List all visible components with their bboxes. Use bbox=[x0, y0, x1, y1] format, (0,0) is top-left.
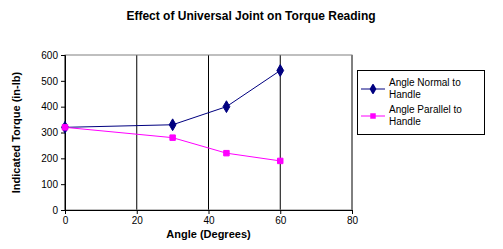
y-tick: 600 bbox=[41, 50, 65, 61]
grid-line bbox=[280, 55, 281, 210]
y-axis-title: Indicated Torque (in-lb) bbox=[10, 71, 22, 193]
x-tick-mark bbox=[209, 210, 210, 214]
y-tick-label: 600 bbox=[41, 50, 58, 61]
y-tick-mark bbox=[61, 55, 65, 56]
y-tick-label: 300 bbox=[41, 127, 58, 138]
legend-entry: Angle Normal to Handle bbox=[360, 77, 482, 101]
plot-area bbox=[65, 55, 352, 210]
y-tick-label: 100 bbox=[41, 179, 58, 190]
grid bbox=[65, 55, 352, 210]
grid-line bbox=[208, 55, 209, 210]
x-tick: 60 bbox=[275, 210, 287, 226]
legend-key bbox=[360, 111, 386, 121]
x-tick: 80 bbox=[347, 210, 359, 226]
x-tick-label: 20 bbox=[132, 215, 144, 226]
point bbox=[62, 125, 67, 130]
point bbox=[223, 101, 230, 113]
point bbox=[170, 135, 175, 140]
x-tick-label: 60 bbox=[275, 215, 287, 226]
point bbox=[224, 150, 229, 155]
grid-line bbox=[136, 55, 137, 210]
y-tick-mark bbox=[61, 158, 65, 159]
point bbox=[169, 119, 176, 131]
legend: Angle Normal to Handle Angle Parallel to … bbox=[357, 70, 485, 135]
point bbox=[277, 65, 284, 77]
y-tick: 400 bbox=[41, 101, 65, 112]
title: Effect of Universal Joint on Torque Read… bbox=[126, 9, 375, 23]
point bbox=[278, 158, 283, 163]
y-tick: 300 bbox=[41, 127, 65, 138]
legend-marker bbox=[370, 113, 375, 118]
plot-marks bbox=[62, 65, 284, 164]
x-tick: 20 bbox=[132, 210, 144, 226]
y-tick: 500 bbox=[41, 76, 65, 87]
x-tick-mark bbox=[137, 210, 138, 214]
x-tick: 0 bbox=[63, 210, 69, 226]
y-tick: 0 bbox=[52, 205, 65, 216]
x-tick-label: 40 bbox=[203, 215, 215, 226]
y-tick: 200 bbox=[41, 153, 65, 164]
x-tick-label: 80 bbox=[347, 215, 359, 226]
series-line bbox=[65, 127, 280, 161]
y-tick-mark bbox=[61, 81, 65, 82]
y-tick-mark bbox=[61, 184, 65, 185]
plot-frame bbox=[65, 55, 352, 210]
y-tick-label: 500 bbox=[41, 76, 58, 87]
x-tick-label: 0 bbox=[63, 215, 69, 226]
x-tick-mark bbox=[280, 210, 281, 214]
x-axis-line bbox=[66, 211, 353, 215]
y-tick-label: 0 bbox=[52, 205, 58, 216]
legend-label: Angle Parallel to Handle bbox=[389, 104, 482, 128]
point bbox=[62, 121, 69, 133]
legend-marker bbox=[370, 84, 377, 94]
y-axis: 0 100 200 300 400 500 600 bbox=[41, 50, 65, 216]
y-tick-label: 200 bbox=[41, 153, 58, 164]
x-axis: 0 20 40 60 80 bbox=[63, 210, 359, 226]
x-tick: 40 bbox=[203, 210, 215, 226]
legend-entry: Angle Parallel to Handle bbox=[360, 104, 482, 128]
y-tick-label: 400 bbox=[41, 101, 58, 112]
legend-label: Angle Normal to Handle bbox=[389, 77, 482, 101]
x-axis-title: Angle (Degrees) bbox=[166, 228, 251, 240]
y-tick-mark bbox=[61, 107, 65, 108]
x-tick-mark bbox=[352, 210, 353, 214]
legend-key bbox=[360, 84, 386, 94]
y-tick-mark bbox=[61, 210, 65, 211]
y-tick: 100 bbox=[41, 179, 65, 190]
